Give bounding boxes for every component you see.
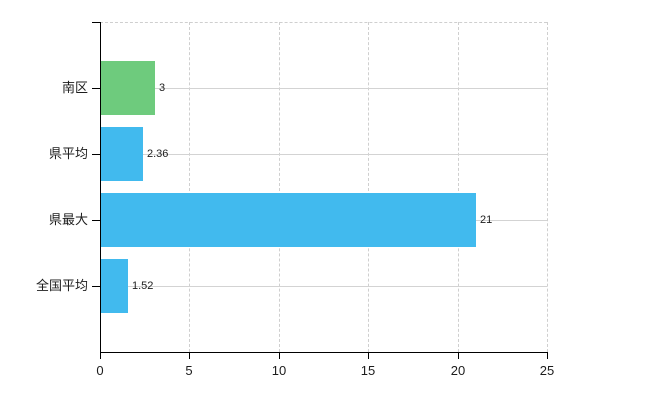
x-axis-tick xyxy=(279,352,280,359)
bar-value-label: 21 xyxy=(480,214,493,226)
h-gridline xyxy=(100,286,547,287)
x-axis-tick xyxy=(189,352,190,359)
bar xyxy=(101,61,155,115)
bar-value-label: 3 xyxy=(159,82,166,94)
h-gridline xyxy=(100,154,547,155)
category-label: 全国平均 xyxy=(35,278,88,293)
x-tick-label: 0 xyxy=(96,363,104,378)
category-label: 県平均 xyxy=(48,146,88,161)
x-axis-line xyxy=(100,352,548,353)
bar xyxy=(101,193,476,247)
y-axis-tick xyxy=(92,22,100,23)
x-tick-label: 10 xyxy=(271,363,287,378)
v-gridline xyxy=(278,22,280,352)
x-axis-tick xyxy=(458,352,459,359)
y-axis-tick xyxy=(92,286,100,287)
category-label: 南区 xyxy=(61,80,88,95)
x-axis-tick xyxy=(368,352,369,359)
x-axis-tick xyxy=(547,352,548,359)
x-tick-label: 20 xyxy=(450,363,466,378)
y-axis-line xyxy=(100,22,101,353)
x-tick-label: 5 xyxy=(185,363,193,378)
x-tick-label: 25 xyxy=(539,363,555,378)
h-gridline xyxy=(100,88,547,89)
category-label: 県最大 xyxy=(48,212,88,227)
y-axis-tick xyxy=(92,220,100,221)
x-axis-tick xyxy=(100,352,101,359)
bar-value-label: 1.52 xyxy=(132,280,154,292)
v-gridline xyxy=(547,22,548,352)
v-gridline xyxy=(457,22,459,352)
y-axis-tick xyxy=(92,154,100,155)
y-axis-tick xyxy=(92,88,100,89)
bar xyxy=(101,127,143,181)
x-tick-label: 15 xyxy=(360,363,376,378)
bar xyxy=(101,259,128,313)
v-gridline xyxy=(189,22,191,352)
v-gridline xyxy=(368,22,370,352)
bar-value-label: 2.36 xyxy=(147,148,169,160)
plot-top-border xyxy=(100,22,547,23)
